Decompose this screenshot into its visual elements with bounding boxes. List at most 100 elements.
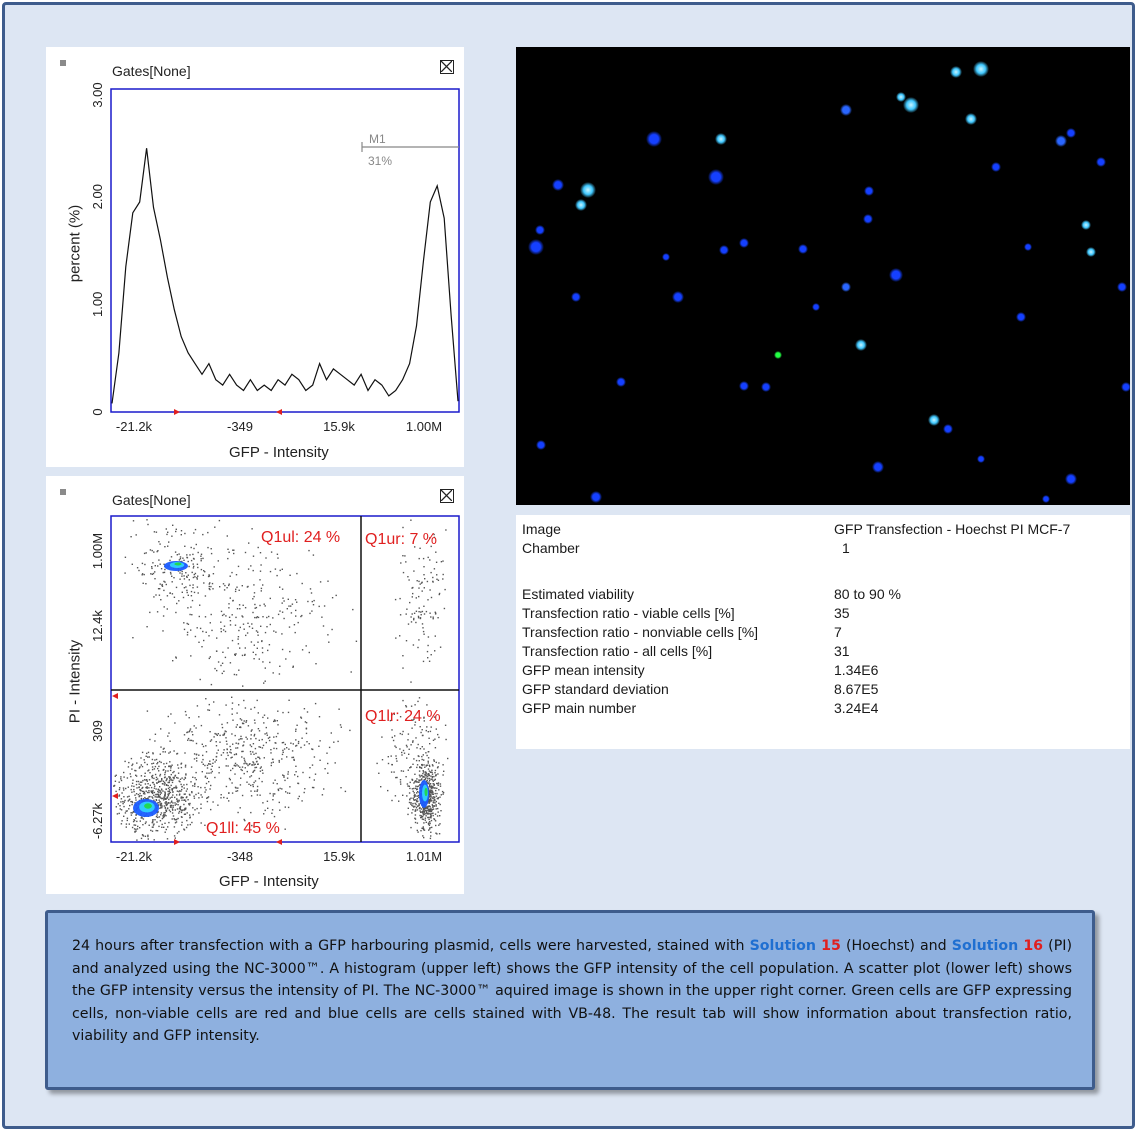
- scatter-point: [333, 741, 335, 743]
- scatter-point: [399, 748, 401, 750]
- scatter-point: [426, 726, 428, 728]
- scatter-point: [439, 823, 441, 825]
- scatter-point: [149, 611, 151, 614]
- scatter-point: [185, 572, 187, 574]
- scatter-point: [237, 638, 239, 640]
- cell: [872, 461, 884, 473]
- scatter-point: [139, 792, 141, 795]
- scatter-point: [401, 733, 403, 736]
- scatter-point: [161, 583, 163, 586]
- scatter-point: [157, 588, 160, 590]
- marker-m1[interactable]: M1 31%: [361, 132, 459, 168]
- scatter-point: [437, 773, 439, 775]
- scatter-point: [169, 802, 171, 804]
- scatter-point: [167, 531, 169, 533]
- scatter-point: [234, 765, 237, 767]
- scatter-point: [411, 719, 413, 721]
- scatter-point: [188, 804, 191, 806]
- gate-marker[interactable]: [174, 409, 180, 415]
- scatter-point: [250, 811, 252, 814]
- scatter-point: [395, 757, 398, 760]
- gate-marker[interactable]: [112, 693, 118, 699]
- scatter-point: [222, 734, 224, 736]
- scatter-point: [273, 719, 276, 721]
- scatter-point: [428, 773, 430, 775]
- panel-drag-handle[interactable]: [60, 489, 66, 495]
- scatter-point: [281, 788, 283, 790]
- scatter-point: [301, 800, 303, 802]
- scatter-point: [415, 807, 418, 809]
- scatter-point: [419, 806, 421, 809]
- scatter-point: [175, 821, 178, 823]
- scatter-point: [436, 767, 439, 769]
- cell: [528, 239, 544, 255]
- scatter-point: [243, 772, 245, 775]
- scatter-point: [155, 793, 157, 796]
- scatter-point: [387, 762, 390, 765]
- scatter-point: [229, 662, 232, 664]
- scatter-point: [245, 634, 247, 637]
- scatter-point: [208, 763, 210, 765]
- scatter-point: [164, 751, 166, 753]
- close-icon[interactable]: [440, 489, 454, 503]
- scatter-point: [414, 818, 417, 820]
- scatter-point: [427, 757, 430, 759]
- scatter-point: [393, 771, 395, 773]
- scatter-point: [423, 822, 425, 824]
- close-icon[interactable]: [440, 60, 454, 74]
- scatter-point: [204, 824, 206, 826]
- scatter-point: [169, 769, 172, 772]
- scatter-point: [125, 810, 127, 812]
- scatter-point: [432, 785, 434, 788]
- scatter-point: [219, 741, 221, 743]
- scatter-point: [155, 594, 157, 596]
- scatter-point: [432, 791, 434, 794]
- cell: [739, 381, 749, 391]
- scatter-point: [179, 578, 181, 580]
- scatter-point: [138, 767, 141, 769]
- scatter-point: [189, 814, 191, 816]
- scatter-point: [192, 553, 194, 556]
- scatter-point: [151, 766, 154, 768]
- scatter-point: [414, 799, 417, 801]
- scatter-point: [273, 736, 275, 738]
- scatter-point: [292, 665, 294, 667]
- scatter-point: [235, 616, 237, 619]
- scatter-point: [433, 796, 435, 798]
- scatter-point: [180, 783, 182, 786]
- scatter-point: [254, 603, 256, 606]
- scatter-point: [242, 623, 245, 625]
- scatter-point: [252, 598, 254, 600]
- scatter-point: [301, 649, 304, 651]
- scatter-point: [355, 640, 358, 642]
- scatter-point: [406, 746, 408, 748]
- scatter-point: [212, 573, 215, 575]
- scatter-point: [174, 775, 176, 777]
- scatter-point: [174, 796, 176, 799]
- scatter-point: [169, 786, 171, 789]
- gate-marker[interactable]: [174, 839, 180, 845]
- scatter-point: [407, 813, 409, 816]
- panel-drag-handle[interactable]: [60, 60, 66, 66]
- scatter-point: [206, 777, 208, 779]
- gate-marker[interactable]: [112, 793, 118, 799]
- scatter-point: [212, 588, 214, 590]
- scatter-point: [165, 770, 167, 772]
- scatter-point: [135, 817, 137, 819]
- scatter-point: [179, 558, 182, 560]
- gate-marker[interactable]: [276, 839, 282, 845]
- gate-marker[interactable]: [276, 409, 282, 415]
- scatter-point: [182, 809, 184, 811]
- scatter-point: [212, 762, 214, 764]
- scatter-point: [410, 744, 412, 746]
- scatter-point: [297, 797, 299, 800]
- result-value-tr-nonviable: 7: [834, 624, 842, 640]
- scatter-point: [151, 549, 153, 552]
- scatter-point: [414, 810, 417, 812]
- scatter-point: [436, 574, 438, 576]
- scatter-point: [407, 785, 409, 787]
- scatter-point: [222, 752, 225, 754]
- cell: [616, 377, 626, 387]
- scatter-point: [177, 570, 180, 572]
- scatter-point: [424, 773, 426, 775]
